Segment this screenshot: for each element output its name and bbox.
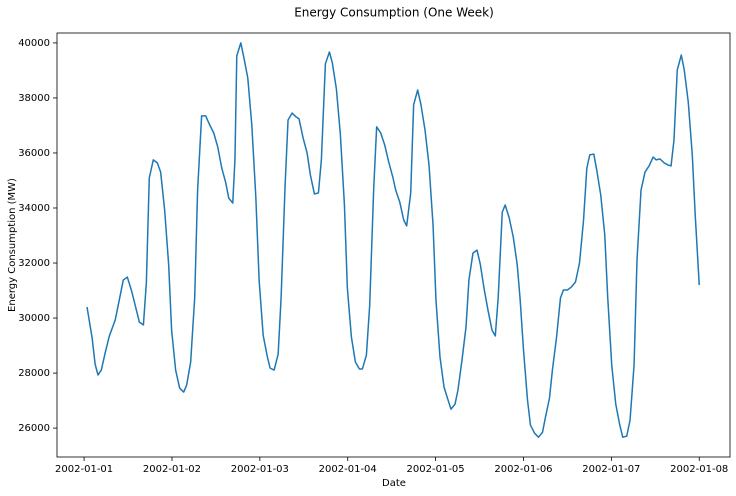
x-tick-label: 2002-01-01: [55, 464, 113, 475]
x-tick-label: 2002-01-06: [494, 464, 552, 475]
x-axis-label: Date: [382, 478, 406, 489]
y-tick-label: 26000: [18, 423, 50, 434]
y-axis-label: Energy Consumption (MW): [7, 178, 18, 312]
x-tick-label: 2002-01-04: [319, 464, 377, 475]
plot-frame: [56, 32, 731, 458]
y-tick-label: 38000: [18, 93, 50, 104]
y-tick-label: 28000: [18, 368, 50, 379]
y-tick-label: 30000: [18, 313, 50, 324]
x-tick-label: 2002-01-07: [582, 464, 640, 475]
x-tick-label: 2002-01-05: [407, 464, 465, 475]
y-tick-label: 34000: [18, 203, 50, 214]
y-tick-label: 40000: [18, 38, 50, 49]
x-tick-label: 2002-01-02: [143, 464, 201, 475]
y-tick-label: 32000: [18, 258, 50, 269]
x-tick-label: 2002-01-08: [670, 464, 728, 475]
x-tick-label: 2002-01-03: [231, 464, 289, 475]
y-tick-label: 36000: [18, 148, 50, 159]
chart-title: Energy Consumption (One Week): [294, 6, 494, 20]
data-line: [86, 42, 700, 438]
